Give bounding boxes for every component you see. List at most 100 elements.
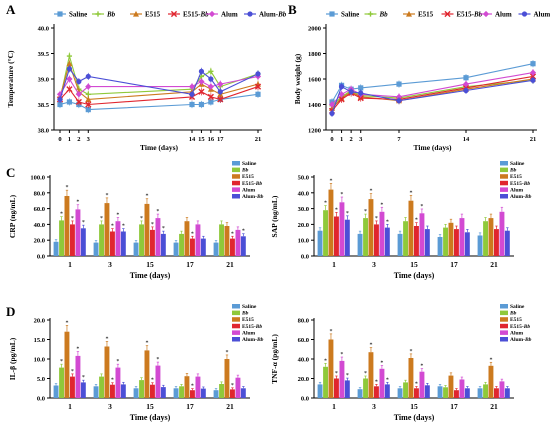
tnf-alpha-bar (374, 386, 379, 398)
tnf-alpha-legend-label: E515 (510, 317, 522, 323)
crp-bar (219, 224, 224, 256)
tnf-alpha-legend-swatch (500, 330, 508, 335)
sap-y-tick-label: 30.0 (298, 206, 309, 213)
tnf-alpha-significance-mark: * (375, 379, 378, 385)
body-weight-legend-marker (444, 10, 451, 18)
temperature-legend-marker (247, 11, 253, 17)
panel-label-a: A (6, 2, 16, 17)
sap-bar (414, 226, 419, 256)
crp-bar (235, 229, 241, 256)
il-beta-category-label: 17 (186, 402, 194, 411)
il-beta-bar (120, 384, 126, 398)
body-weight-data-point (530, 77, 536, 83)
temperature-data-point (85, 73, 91, 80)
sap-bar (464, 232, 470, 256)
crp-significance-mark: * (116, 213, 119, 219)
il-beta-bar (240, 388, 246, 399)
temperature-legend-label: Saline (69, 11, 87, 19)
tnf-alpha-bar (403, 382, 408, 398)
crp-chart: 0.020.040.060.080.0100.01*****3*****15**… (8, 161, 264, 280)
temperature-data-point (189, 91, 195, 97)
tnf-alpha-legend-label: Alum-Bb (510, 337, 532, 343)
sap-bar (459, 218, 465, 256)
crp-legend-swatch (232, 187, 240, 192)
il-beta-bar (64, 331, 70, 398)
sap-bar (437, 237, 443, 256)
panel-label-c: C (6, 165, 15, 180)
crp-bar (213, 242, 219, 256)
crp-bar (173, 242, 179, 256)
sap-bar (384, 227, 390, 256)
il-beta-bar (190, 390, 195, 398)
body-weight-legend-marker (367, 11, 374, 17)
body-weight-x-tick-label: 14 (463, 136, 470, 143)
crp-bar (70, 224, 75, 256)
sap-legend-swatch (500, 161, 508, 166)
tnf-alpha-bar (443, 387, 448, 398)
body-weight-x-tick-label: 21 (530, 136, 537, 143)
il-beta-legend-label: E515 (242, 317, 254, 323)
temperature-x-tick-label: 2 (77, 136, 80, 143)
il-beta-bar (219, 384, 224, 398)
il-beta-y-tick-label: 0.0 (37, 396, 45, 403)
tnf-alpha-significance-mark: * (489, 357, 492, 363)
body-weight-legend-marker (521, 11, 528, 17)
il-beta-legend-swatch (232, 337, 240, 342)
crp-significance-mark: * (65, 185, 68, 191)
sap-bar (424, 229, 430, 256)
il-beta-legend-label: Alum (242, 330, 256, 336)
body-weight-data-point (358, 90, 364, 96)
sap-legend-label: E515 (510, 174, 522, 180)
sap-bar (344, 219, 350, 256)
il-beta-bar (70, 376, 75, 398)
il-beta-bar (53, 385, 59, 398)
tnf-alpha-y-tick-label: 0.0 (301, 396, 309, 403)
tnf-alpha-bar (419, 371, 425, 398)
sap-category-label: 17 (450, 260, 458, 269)
sap-bar (374, 224, 379, 256)
body-weight-x-axis-title: Time (days) (414, 143, 452, 152)
body-weight-y-tick-label: 1600 (308, 77, 321, 84)
body-weight-y-tick-label: 2000 (308, 26, 321, 33)
temperature-x-tick-label: 17 (217, 136, 224, 143)
il-beta-chart: 0.0 5.0 10.0 15.0 20.0 1 * * * * * 3 * * * 15 * * * 17 * 21 * *… (8, 304, 264, 422)
crp-category-label: 3 (108, 260, 112, 269)
il-beta-bar (115, 367, 121, 398)
panel-label-b: B (288, 2, 297, 17)
il-beta-category-label: 3 (108, 402, 112, 411)
il-beta-significance-mark: * (76, 347, 79, 353)
sap-y-axis-title: SAP (ng/mL) (270, 195, 279, 237)
temperature-legend-label: E515 (145, 11, 161, 19)
temperature-data-point (85, 107, 91, 113)
temperature-x-tick-label: 16 (208, 136, 215, 143)
crp-bar (75, 209, 81, 256)
il-beta-category-label: 15 (146, 402, 154, 411)
sap-legend-swatch (500, 174, 508, 179)
sap-bar (483, 221, 488, 256)
il-beta-category-label: 1 (68, 402, 72, 411)
temperature-data-point (85, 101, 92, 108)
crp-legend-label: Saline (242, 161, 257, 167)
tnf-alpha-bar (424, 385, 430, 398)
sap-category-label: 3 (372, 260, 376, 269)
tnf-alpha-significance-mark: * (324, 358, 327, 364)
crp-bar (115, 221, 121, 256)
sap-bar (357, 233, 363, 256)
sap-legend-swatch (500, 167, 508, 173)
il-beta-y-tick-label: 15.0 (34, 337, 45, 344)
tnf-alpha-bar (339, 360, 345, 398)
body-weight-data-point (396, 98, 402, 104)
il-beta-bar (93, 386, 99, 398)
il-beta-bar (230, 389, 235, 398)
crp-legend-label: E515-Bb (242, 181, 262, 187)
body-weight-legend-label: Bb (379, 11, 389, 19)
temperature-data-point (208, 76, 214, 82)
body-weight-legend-label: Alum-Bb (534, 11, 550, 19)
crp-legend-swatch (232, 180, 240, 186)
body-weight-legend-marker (406, 10, 412, 17)
sap-significance-mark: * (364, 209, 367, 215)
body-weight-x-tick-label: 2 (350, 136, 353, 143)
temperature-data-point (66, 99, 73, 105)
body-weight-x-tick-label: 3 (359, 136, 363, 143)
temperature-legend-marker (133, 10, 139, 17)
